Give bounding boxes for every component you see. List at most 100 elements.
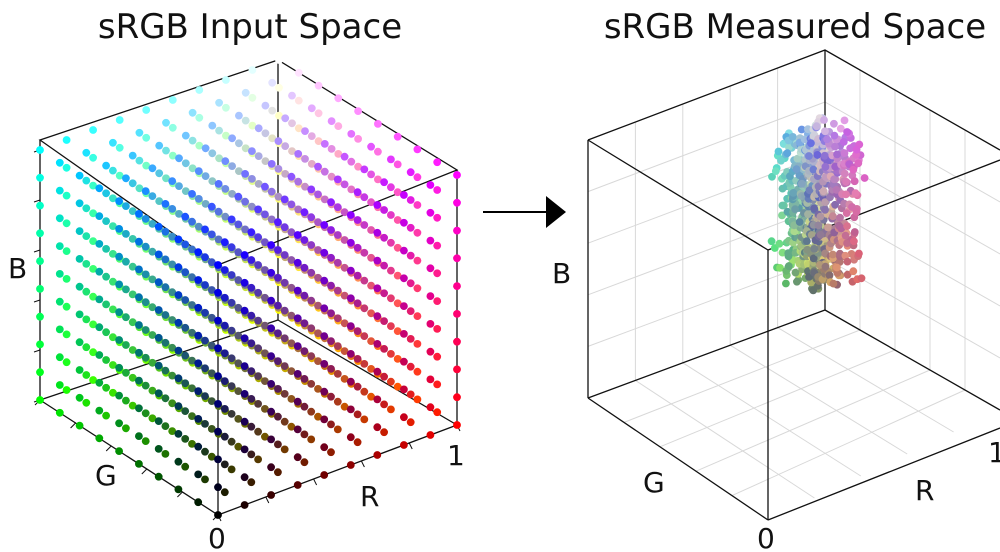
data-point: [261, 238, 269, 247]
measured-point: [809, 254, 818, 263]
data-point: [453, 421, 461, 429]
grid-line: [623, 329, 861, 423]
measured-point: [771, 167, 780, 176]
data-point: [360, 221, 369, 229]
data-point: [300, 402, 309, 411]
measured-point: [816, 212, 825, 221]
data-point: [62, 247, 71, 256]
data-point: [82, 287, 91, 296]
data-point: [115, 336, 123, 344]
data-point: [400, 302, 408, 310]
data-point: [109, 361, 117, 369]
data-point: [320, 332, 329, 340]
data-point: [453, 198, 461, 207]
data-point: [307, 132, 316, 141]
grid-line: [659, 349, 896, 448]
data-point: [227, 271, 236, 279]
measured-point: [821, 163, 830, 171]
data-point: [294, 68, 303, 77]
data-point: [141, 437, 150, 445]
data-point: [413, 228, 422, 237]
data-point: [174, 485, 183, 494]
data-point: [128, 207, 137, 216]
data-point: [214, 483, 222, 492]
data-point: [155, 169, 164, 178]
data-point: [174, 291, 183, 299]
measured-point: [784, 249, 793, 257]
measured-point: [852, 145, 861, 154]
data-point: [453, 365, 461, 374]
data-point: [268, 134, 277, 143]
measured-point: [840, 149, 849, 158]
data-point: [168, 343, 177, 352]
data-point: [36, 396, 44, 404]
data-point: [95, 378, 104, 387]
measured-point: [852, 208, 861, 216]
data-point: [102, 383, 110, 392]
input-space-plot: sRGB Input Space B G R 0 1: [8, 7, 465, 552]
data-point: [374, 120, 382, 128]
measured-point: [831, 142, 839, 151]
data-point: [267, 352, 275, 360]
data-point: [280, 390, 289, 398]
data-point: [340, 180, 349, 189]
data-point: [207, 313, 216, 322]
data-point: [161, 450, 170, 458]
measured-point: [776, 264, 784, 272]
data-point: [135, 128, 144, 137]
data-point: [102, 411, 110, 420]
data-point: [387, 238, 395, 247]
data-point: [406, 168, 415, 177]
input-points: [36, 56, 461, 519]
data-point: [214, 235, 223, 244]
measured-point: [805, 186, 814, 195]
data-point: [393, 271, 402, 280]
data-point: [354, 135, 362, 143]
measured-space-title: sRGB Measured Space: [604, 7, 986, 47]
data-point: [115, 225, 123, 233]
data-point: [360, 387, 369, 396]
data-point: [62, 136, 71, 144]
data-point: [227, 326, 236, 335]
data-point: [360, 304, 369, 313]
data-point: [294, 205, 303, 214]
data-point: [148, 275, 157, 284]
b-tick: [33, 299, 41, 303]
data-point: [254, 344, 262, 353]
data-point: [122, 341, 130, 349]
data-point: [400, 385, 408, 394]
measured-point: [833, 150, 841, 159]
data-point: [274, 440, 282, 449]
data-point: [174, 318, 183, 327]
measured-point: [793, 277, 801, 286]
data-point: [353, 410, 362, 419]
data-point: [367, 253, 375, 262]
data-point: [400, 191, 408, 199]
data-point: [102, 217, 110, 226]
data-point: [387, 183, 395, 192]
data-point: [380, 317, 388, 325]
data-point: [327, 253, 335, 262]
data-point: [168, 427, 177, 435]
data-point: [102, 356, 110, 364]
data-point: [128, 373, 137, 382]
data-point: [75, 227, 84, 236]
data-point: [387, 405, 395, 414]
data-point: [135, 156, 144, 165]
data-point: [387, 155, 395, 164]
data-point: [228, 190, 237, 198]
g-tick: [105, 445, 112, 452]
data-point: [300, 347, 309, 355]
data-point: [75, 255, 84, 263]
data-point: [254, 316, 262, 325]
data-point: [433, 213, 442, 222]
data-point: [426, 208, 435, 217]
data-point: [307, 380, 316, 388]
data-point: [353, 438, 362, 447]
data-point: [122, 396, 130, 405]
data-point: [194, 359, 203, 368]
data-point: [327, 337, 335, 345]
measured-point: [778, 211, 786, 220]
data-point: [320, 167, 329, 176]
data-point: [181, 323, 190, 332]
